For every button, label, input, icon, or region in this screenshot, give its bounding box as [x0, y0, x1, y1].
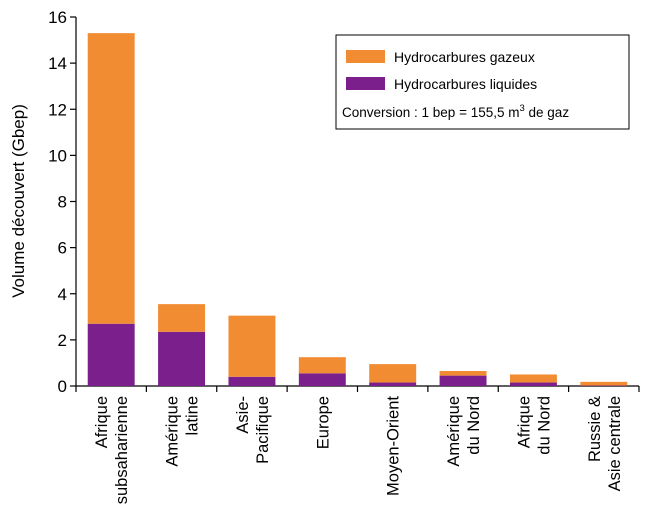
bar-gazeux-3: [228, 315, 276, 377]
x-category-label: Asie- Pacifique: [234, 396, 272, 464]
bar-gazeux-6: [439, 371, 487, 376]
y-tick-label: 4: [58, 285, 67, 304]
x-category-label: Afrique du Nord: [515, 396, 553, 455]
bar-liquides-1: [87, 323, 135, 386]
x-category-label-line: subsaharienne: [113, 396, 131, 504]
bar-liquides-4: [298, 373, 346, 386]
y-tick-label: 6: [58, 239, 67, 258]
x-category-label-line: Amérique: [164, 396, 182, 467]
x-category-label-line: Europe: [314, 396, 332, 449]
legend-label-gazeux: Hydrocarbures gazeux: [394, 49, 535, 65]
bar-liquides-6: [439, 375, 487, 386]
legend-conversion-note: Conversion : 1 bep = 155,5 m3 de gaz: [342, 103, 569, 120]
x-category-label-line: du Nord: [535, 396, 553, 455]
bar-gazeux-7: [509, 374, 557, 383]
x-category-label: Moyen-Orient: [385, 396, 403, 496]
legend-label-liquides: Hydrocarbures liquides: [394, 76, 537, 92]
legend: Hydrocarbures gazeux Hydrocarbures liqui…: [335, 34, 630, 130]
y-tick-label: 8: [58, 193, 67, 212]
legend-swatch-gazeux: [346, 50, 385, 63]
x-category-label: Amérique du Nord: [445, 396, 483, 467]
bar-gazeux-1: [87, 33, 135, 324]
y-tick-label: 14: [48, 54, 67, 73]
x-category-label: Afrique subsaharienne: [93, 396, 131, 504]
x-category-label-line: Amérique: [445, 396, 463, 467]
x-category-label-line: Afrique: [515, 396, 533, 448]
y-axis-title: Volume découvert (Gbep): [9, 104, 28, 298]
y-tick-label: 0: [58, 377, 67, 396]
conversion-note-suffix: de gaz: [525, 105, 570, 120]
x-category-label: Europe: [314, 396, 332, 449]
conversion-note-prefix: Conversion : 1 bep = 155,5 m: [342, 105, 519, 120]
y-tick-label: 10: [48, 146, 67, 165]
bar-liquides-7: [509, 382, 557, 386]
y-tick-label: 2: [58, 331, 67, 350]
x-category-label-line: Moyen-Orient: [385, 396, 403, 496]
x-category-label-line: Asie-: [234, 396, 252, 434]
y-tick-label: 12: [48, 100, 67, 119]
x-category-label-line: latine: [184, 396, 202, 435]
x-category-label-line: Pacifique: [254, 396, 272, 464]
bar-gazeux-4: [298, 357, 346, 374]
x-category-label: Russie & Asie centrale: [586, 396, 624, 491]
bar-gazeux-2: [158, 304, 206, 332]
bar-gazeux-5: [369, 364, 417, 383]
conversion-note-sup: 3: [519, 103, 524, 114]
x-category-label-line: du Nord: [465, 396, 483, 455]
x-category-label-line: Russie &: [586, 396, 604, 462]
y-tick-label: 16: [48, 8, 67, 27]
x-category-label-line: Asie centrale: [606, 396, 624, 491]
bar-gazeux-8: [580, 381, 628, 386]
bar-liquides-3: [228, 376, 276, 386]
x-category-label: Amérique latine: [164, 396, 202, 467]
bar-liquides-2: [158, 331, 206, 386]
bar-liquides-5: [369, 382, 417, 386]
legend-swatch-liquides: [346, 77, 385, 90]
x-category-label-line: Afrique: [93, 396, 111, 448]
